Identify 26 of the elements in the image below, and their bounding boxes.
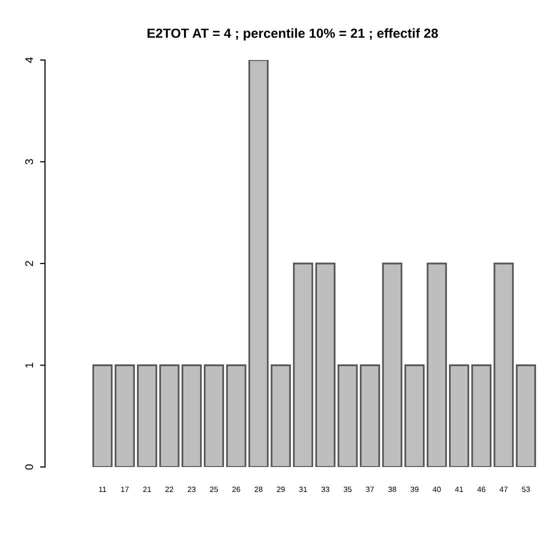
bar <box>315 262 336 467</box>
bar <box>471 364 492 467</box>
bar <box>494 262 514 467</box>
y-tick-label: 3 <box>25 159 34 164</box>
y-tick-label: 2 <box>25 260 33 266</box>
bar <box>293 262 314 467</box>
bar <box>204 364 224 467</box>
bar <box>426 262 447 467</box>
bar <box>360 364 380 467</box>
bar <box>404 364 425 467</box>
bar <box>382 262 402 467</box>
bar <box>449 364 470 467</box>
bar <box>136 364 158 467</box>
bar <box>516 364 536 467</box>
bar <box>226 364 246 467</box>
bar <box>92 364 113 467</box>
y-tick-label: 0 <box>25 464 34 470</box>
y-tick-label: 4 <box>25 57 33 63</box>
bar <box>270 364 291 467</box>
y-tick-label: 1 <box>25 362 33 368</box>
chart-title: E2TOT AT = 4 ; percentile 10% = 21 ; effectif 28 <box>148 28 438 41</box>
bar <box>248 60 269 467</box>
bar <box>159 364 180 467</box>
bar <box>182 364 202 467</box>
bar <box>338 364 358 467</box>
bar <box>114 364 135 467</box>
